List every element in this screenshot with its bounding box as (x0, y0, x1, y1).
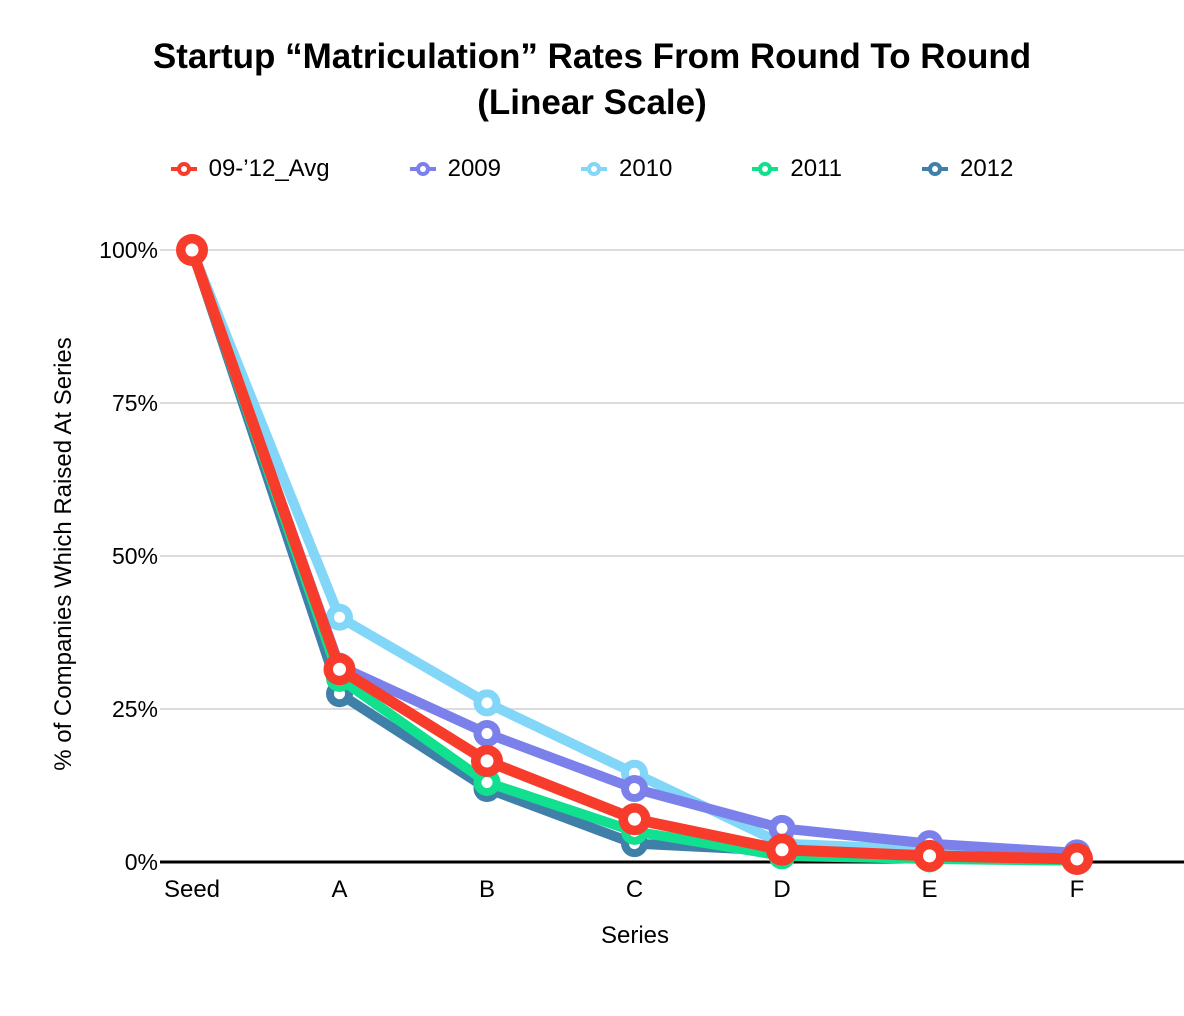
legend-label-09-’12_Avg: 09-’12_Avg (208, 155, 330, 182)
legend-label-2012: 2012 (959, 155, 1014, 182)
y-tick-100%: 100% (99, 237, 158, 263)
data-point-hole-2009-B (481, 727, 493, 739)
legend-item-2010: 2010 (580, 155, 673, 183)
legend-label-2010: 2010 (618, 155, 673, 182)
data-point-hole-09-’12_Avg-C (628, 812, 641, 826)
data-point-hole-2011-B (481, 776, 493, 788)
data-point-hole-2010-B (481, 697, 493, 709)
legend-item-2009: 2009 (409, 155, 501, 183)
chart-legend: 09-’12_Avg 2009 2010 2011 2012 (0, 155, 1184, 183)
legend-ring-icon-2009 (409, 162, 436, 176)
y-axis-title: % of Companies Which Raised At Series (50, 337, 77, 771)
legend-ring-icon-2012 (921, 162, 948, 176)
x-tick-E: E (921, 876, 938, 903)
chart-title-line-1: Startup “Matriculation” Rates From Round… (152, 37, 1032, 76)
data-point-hole-09-’12_Avg-E (923, 849, 936, 863)
data-point-hole-2010-A (334, 611, 345, 623)
data-point-hole-09-’12_Avg-F (1070, 852, 1084, 866)
x-tick-B: B (478, 876, 495, 903)
legend-item-09-’12_Avg: 09-’12_Avg (170, 155, 330, 183)
x-tick-C: C (625, 876, 644, 903)
data-point-hole-09-’12_Avg-Seed (185, 243, 199, 257)
legend-ring-icon-2011 (752, 162, 779, 176)
data-point-hole-2009-C (629, 783, 640, 795)
data-point-hole-09-’12_Avg-A (333, 662, 346, 676)
x-tick-Seed: Seed (163, 876, 221, 903)
legend-ring-icon-09-’12_Avg (170, 162, 197, 176)
data-point-hole-09-’12_Avg-D (775, 843, 789, 857)
x-tick-F: F (1069, 876, 1085, 903)
legend-label-2011: 2011 (790, 155, 842, 182)
legend-label-2009: 2009 (447, 155, 501, 182)
y-tick-50%: 50% (111, 543, 158, 569)
data-point-hole-09-’12_Avg-B (480, 754, 494, 768)
data-point-hole-2009-D (776, 822, 788, 834)
x-tick-A: A (331, 876, 348, 903)
x-tick-D: D (773, 876, 791, 903)
chart-title-line-2: (Linear Scale) (477, 83, 707, 122)
chart-title: Startup “Matriculation” Rates From Round… (0, 34, 1184, 126)
legend-item-2011: 2011 (752, 155, 842, 183)
y-tick-0%: 0% (124, 849, 158, 875)
y-tick-75%: 75% (111, 390, 158, 416)
legend-item-2012: 2012 (921, 155, 1014, 183)
y-tick-25%: 25% (111, 696, 158, 722)
x-axis-title: Series (600, 922, 670, 949)
legend-ring-icon-2010 (580, 162, 607, 176)
